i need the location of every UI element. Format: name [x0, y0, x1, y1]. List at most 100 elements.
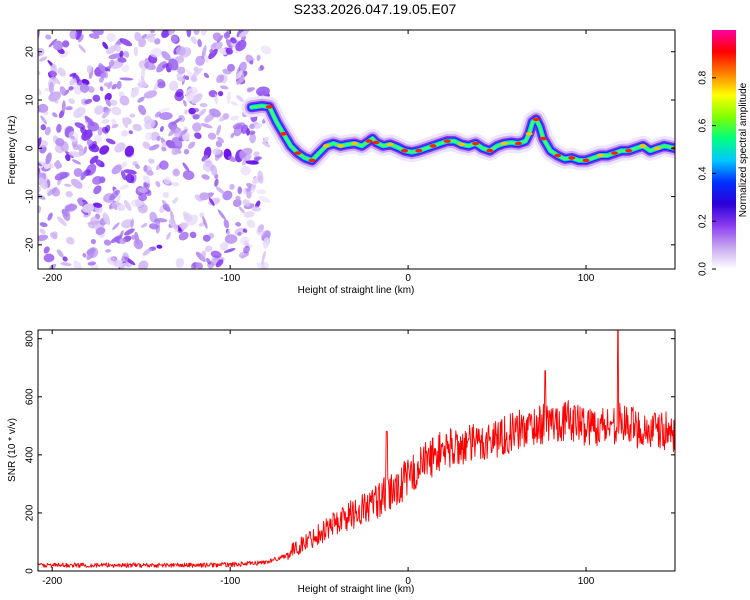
- noise-blob: [92, 202, 103, 208]
- noise-blob: [198, 108, 207, 117]
- noise-blob: [176, 76, 185, 82]
- noise-blob: [258, 195, 271, 203]
- noise-blob: [119, 38, 133, 47]
- noise-blob: [111, 124, 119, 129]
- noise-blob: [249, 60, 254, 65]
- noise-blob: [158, 107, 171, 113]
- noise-blob: [261, 141, 271, 148]
- chart-title: S233.2026.047.19.05.E07: [293, 1, 457, 17]
- noise-blob: [243, 211, 255, 218]
- noise-blob: [216, 124, 222, 136]
- noise-blob: [243, 245, 250, 254]
- noise-blob: [224, 234, 238, 244]
- noise-blob: [181, 222, 189, 229]
- noise-blob: [186, 30, 192, 38]
- noise-blob: [202, 216, 208, 229]
- noise-blob: [190, 36, 197, 44]
- noise-blob: [73, 260, 82, 269]
- noise-blob: [254, 123, 263, 130]
- noise-blob: [105, 45, 118, 55]
- noise-blob: [261, 250, 266, 263]
- noise-blob: [90, 216, 100, 226]
- noise-blob: [87, 261, 96, 266]
- colorbar-label: Normalized spectral amplitude: [738, 82, 749, 217]
- snr-ytick-label: 600: [25, 388, 36, 405]
- noise-blob: [251, 206, 261, 212]
- noise-blob: [57, 216, 67, 227]
- noise-blob: [229, 184, 235, 190]
- ridge-hotspot: [500, 141, 508, 146]
- noise-blob: [38, 103, 49, 113]
- noise-blob: [68, 86, 74, 91]
- noise-blob: [216, 74, 225, 84]
- noise-blob: [209, 48, 215, 55]
- ridge-hotspot: [443, 139, 451, 143]
- snr-background: [38, 330, 675, 571]
- spectrogram-ylabel: Frequency (Hz): [7, 116, 18, 185]
- noise-blob: [236, 95, 244, 102]
- noise-blob: [246, 128, 250, 136]
- noise-blob: [133, 238, 144, 250]
- noise-blob: [154, 219, 161, 225]
- noise-blob: [171, 182, 180, 187]
- noise-blob: [130, 86, 140, 98]
- noise-blob: [184, 109, 188, 115]
- noise-blob: [38, 137, 42, 149]
- noise-blob: [45, 152, 52, 165]
- noise-blob: [138, 260, 149, 269]
- ridge-hotspot: [639, 144, 647, 148]
- noise-blob: [59, 86, 67, 96]
- noise-blob: [161, 146, 167, 152]
- noise-blob: [121, 64, 130, 73]
- noise-blob: [120, 170, 127, 181]
- noise-blob: [111, 83, 118, 90]
- noise-blob: [256, 262, 264, 269]
- noise-blob: [230, 115, 240, 121]
- noise-blob: [71, 159, 82, 165]
- noise-blob: [102, 212, 111, 225]
- noise-blob: [69, 72, 77, 77]
- noise-blob: [154, 38, 161, 45]
- noise-blob: [124, 145, 135, 157]
- noise-blob: [163, 203, 170, 209]
- ridge-hotspot: [351, 141, 359, 146]
- noise-blob: [212, 148, 222, 156]
- noise-blob: [87, 86, 95, 93]
- ridge-hotspot: [539, 136, 547, 141]
- noise-blob: [82, 252, 87, 258]
- noise-blob: [121, 161, 127, 169]
- noise-blob: [123, 51, 130, 58]
- noise-blob: [183, 148, 190, 155]
- noise-blob: [214, 93, 218, 104]
- noise-blob: [166, 232, 171, 240]
- noise-blob: [156, 135, 161, 142]
- noise-blob: [96, 159, 102, 166]
- noise-blob: [73, 107, 86, 118]
- noise-blob: [259, 64, 264, 71]
- noise-blob: [182, 170, 195, 180]
- ridge-hotspot: [458, 142, 465, 147]
- noise-blob: [103, 82, 112, 87]
- noise-blob: [55, 138, 65, 147]
- noise-blob: [232, 198, 242, 207]
- spectrogram-xtick-label: -200: [42, 273, 62, 284]
- noise-blob: [48, 81, 54, 94]
- noise-blob: [242, 199, 251, 207]
- noise-blob: [155, 180, 161, 188]
- noise-blob: [56, 249, 64, 258]
- noise-blob: [159, 111, 173, 121]
- noise-blob: [48, 38, 57, 48]
- noise-blob: [105, 98, 111, 107]
- noise-blob: [93, 185, 102, 195]
- noise-blob: [89, 155, 99, 165]
- noise-blob: [144, 62, 156, 71]
- noise-blob: [201, 45, 207, 59]
- noise-blob: [140, 223, 148, 228]
- noise-blob: [73, 168, 83, 177]
- noise-blob: [117, 57, 127, 63]
- noise-blob: [137, 187, 148, 193]
- noise-blob: [175, 147, 182, 154]
- noise-blob: [119, 50, 124, 58]
- snr-xtick-label: -200: [42, 576, 62, 587]
- noise-blob: [140, 75, 146, 87]
